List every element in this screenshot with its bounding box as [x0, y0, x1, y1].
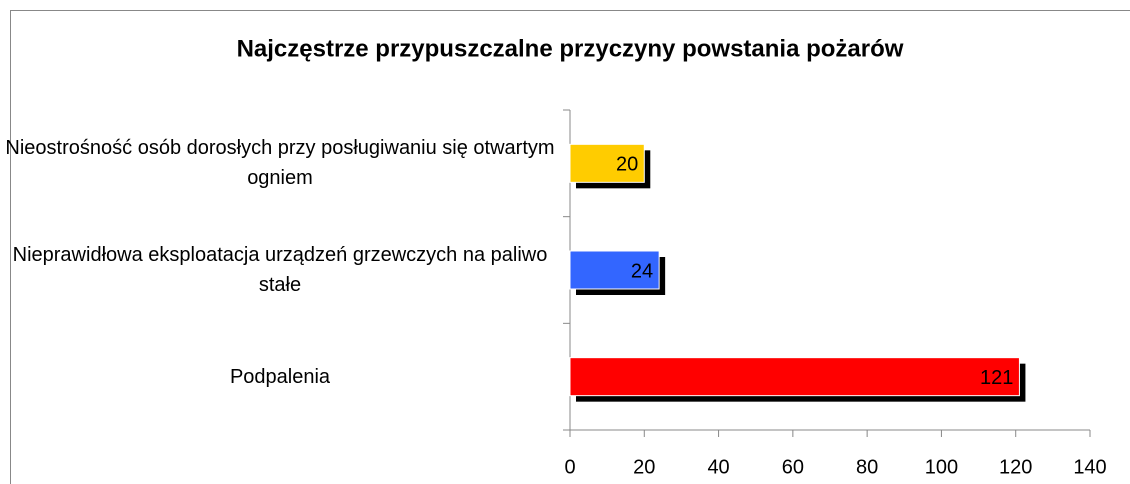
data-label: 24 — [631, 260, 653, 282]
bar — [569, 250, 660, 290]
category-label: Nieprawidłowa eksploatacja urządzeń grze… — [12, 244, 548, 296]
x-tick-label: 60 — [782, 456, 804, 478]
category-label: Nieostrośność osób dorosłych przy posług… — [5, 137, 555, 190]
category-label: Podpalenia — [229, 365, 331, 388]
data-label: 121 — [980, 367, 1013, 389]
chart-title: Najczęstrze przypuszczalne przyczyny pow… — [237, 35, 904, 62]
x-tick-label: 140 — [1073, 456, 1106, 478]
bar — [569, 357, 1020, 397]
x-tick-label: 80 — [856, 456, 878, 478]
bar — [569, 143, 645, 183]
x-tick-label: 100 — [925, 456, 958, 478]
x-tick-label: 20 — [633, 456, 655, 478]
x-tick-label: 0 — [564, 456, 575, 478]
x-tick-label: 120 — [999, 456, 1032, 478]
data-label: 20 — [616, 154, 638, 176]
x-tick-label: 40 — [707, 456, 729, 478]
